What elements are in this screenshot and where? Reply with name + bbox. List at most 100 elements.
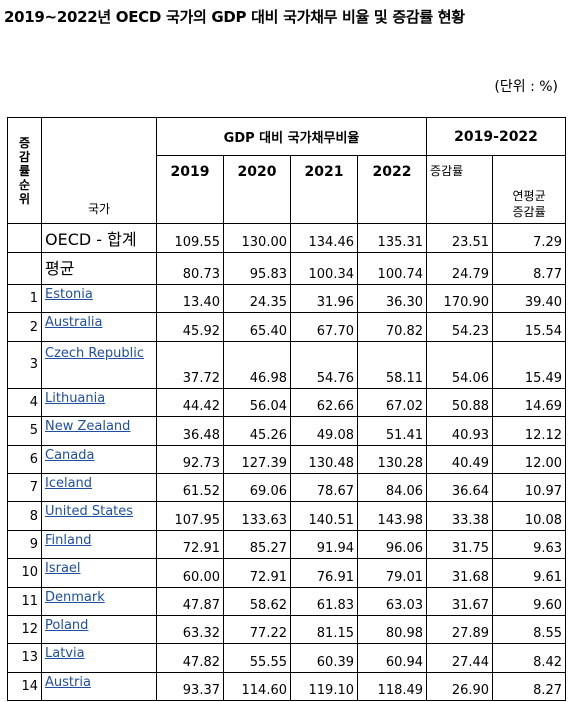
value-cell: 91.94 <box>290 529 358 560</box>
country-link[interactable]: Czech Republic <box>45 345 144 361</box>
country-link[interactable]: United States <box>45 504 134 520</box>
table-row: 12 Poland 63.32 77.22 81.15 80.98 27.89 8.55 <box>7 614 567 645</box>
value-cell: 133.63 <box>223 501 291 531</box>
value-cell: 72.91 <box>223 558 291 588</box>
table-row: 14 Austria 93.37 114.60 119.10 118.49 26.90 8.2… <box>7 671 567 702</box>
rank-cell: 7 <box>7 472 42 503</box>
country-cell: Israel <box>41 558 157 588</box>
value-cell: 14.69 <box>492 387 567 418</box>
rank-header-char: 순 <box>18 177 31 192</box>
value-cell: 7.29 <box>492 223 567 253</box>
value-cell: 77.22 <box>223 614 291 645</box>
year-header-2021: 2021 <box>290 155 358 224</box>
rank-header-char: 감 <box>18 149 31 164</box>
value-cell: 8.42 <box>492 643 567 673</box>
value-cell: 61.83 <box>290 586 358 616</box>
country-link[interactable]: Lithuania <box>45 390 106 406</box>
country-link[interactable]: Iceland <box>45 475 93 491</box>
value-cell: 39.40 <box>492 283 567 314</box>
country-cell: Austria <box>41 671 157 702</box>
value-cell: 60.39 <box>290 643 358 673</box>
value-cell: 100.74 <box>356 252 428 285</box>
value-cell: 54.06 <box>426 340 494 389</box>
country-link[interactable]: Australia <box>45 315 103 331</box>
country-cell: Iceland <box>41 472 157 503</box>
table-row: 7 Iceland 61.52 69.06 78.67 84.06 36.64 10.97 <box>7 472 567 503</box>
value-cell: 61.52 <box>156 472 224 503</box>
value-cell: 85.27 <box>223 529 291 560</box>
rank-header-char: 증 <box>18 135 31 150</box>
country-link[interactable]: New Zealand <box>45 419 131 435</box>
value-cell: 44.42 <box>156 387 224 418</box>
value-cell: 107.95 <box>156 501 224 531</box>
year-header-2019: 2019 <box>156 155 224 224</box>
value-cell: 58.11 <box>356 340 428 389</box>
gdp-ratio-group-header: GDP 대비 국가채무비율 <box>155 117 428 156</box>
summary-label: OECD - 합계 <box>41 223 157 253</box>
rank-cell: 10 <box>7 558 42 588</box>
year-header-2020: 2020 <box>223 155 291 224</box>
table-row: 5 New Zealand 36.48 45.26 49.08 51.41 40.93 12.… <box>7 416 567 446</box>
value-cell: 50.88 <box>426 387 494 418</box>
value-cell: 55.55 <box>223 643 291 673</box>
value-cell: 69.06 <box>223 472 291 503</box>
country-link[interactable]: Austria <box>45 674 91 690</box>
rank-cell <box>7 252 42 285</box>
value-cell: 24.35 <box>223 283 291 314</box>
value-cell: 130.00 <box>223 223 291 253</box>
country-link[interactable]: Latvia <box>45 646 85 662</box>
value-cell: 37.72 <box>156 340 224 389</box>
value-cell: 12.00 <box>492 444 567 474</box>
value-cell: 47.82 <box>156 643 224 673</box>
value-cell: 96.06 <box>356 529 428 560</box>
value-cell: 47.87 <box>156 586 224 616</box>
country-link[interactable]: Poland <box>45 617 89 633</box>
value-cell: 114.60 <box>223 671 291 702</box>
country-cell: Australia <box>41 312 157 342</box>
value-cell: 27.44 <box>426 643 494 673</box>
value-cell: 65.40 <box>223 312 291 342</box>
avg-change-header-line2: 증감률 <box>512 205 546 219</box>
value-cell: 130.28 <box>356 444 428 474</box>
page-title: 2019~2022년 OECD 국가의 GDP 대비 국가채무 비율 및 증감률… <box>4 8 465 26</box>
value-cell: 13.40 <box>156 283 224 314</box>
country-cell: Finland <box>41 529 157 560</box>
value-cell: 80.73 <box>156 252 224 285</box>
country-link[interactable]: Israel <box>45 561 81 577</box>
value-cell: 54.23 <box>426 312 494 342</box>
rank-cell: 2 <box>7 312 42 342</box>
table-row: 8 United States 107.95 133.63 140.51 143.98 33… <box>7 501 567 531</box>
value-cell: 26.90 <box>426 671 494 702</box>
value-cell: 92.73 <box>156 444 224 474</box>
rank-cell <box>7 223 42 253</box>
table-row: 11 Denmark 47.87 58.62 61.83 63.03 31.67 9.60 <box>7 586 567 616</box>
value-cell: 93.37 <box>156 671 224 702</box>
value-cell: 109.55 <box>156 223 224 253</box>
value-cell: 60.00 <box>156 558 224 588</box>
country-cell: Canada <box>41 444 157 474</box>
value-cell: 140.51 <box>290 501 358 531</box>
value-cell: 46.98 <box>223 340 291 389</box>
value-cell: 130.48 <box>290 444 358 474</box>
value-cell: 60.94 <box>356 643 428 673</box>
value-cell: 67.02 <box>356 387 428 418</box>
value-cell: 8.27 <box>492 671 567 702</box>
value-cell: 84.06 <box>356 472 428 503</box>
value-cell: 8.77 <box>492 252 567 285</box>
table-row: 6 Canada 92.73 127.39 130.48 130.28 40.49 12.00 <box>7 444 567 474</box>
country-link[interactable]: Finland <box>45 532 92 548</box>
change-header: 증감률 <box>426 155 494 224</box>
rank-cell: 4 <box>7 387 42 418</box>
country-link[interactable]: Estonia <box>45 287 93 302</box>
country-link[interactable]: Denmark <box>45 589 105 605</box>
table-row: 9 Finland 72.91 85.27 91.94 96.06 31.75 9.63 <box>7 529 567 560</box>
value-cell: 127.39 <box>223 444 291 474</box>
country-cell: Lithuania <box>41 387 157 418</box>
value-cell: 9.61 <box>492 558 567 588</box>
value-cell: 119.10 <box>290 671 358 702</box>
year-header-2022: 2022 <box>356 155 428 224</box>
value-cell: 54.76 <box>290 340 358 389</box>
value-cell: 45.92 <box>156 312 224 342</box>
country-link[interactable]: Canada <box>45 447 95 463</box>
